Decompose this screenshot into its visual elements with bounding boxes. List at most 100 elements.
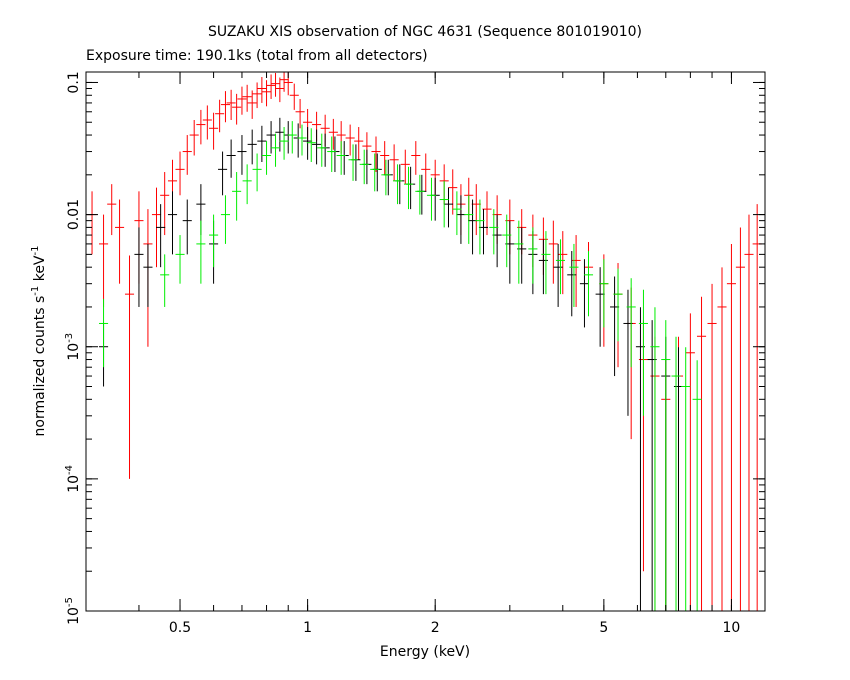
y-axis-label-part-1: normalized counts s [32,296,48,437]
y-tick-exponent: -4 [64,465,75,475]
data-point [270,72,281,97]
data-point [232,93,242,125]
data-point [599,259,609,328]
data-point [558,231,568,295]
data-point [583,251,594,317]
data-point [237,135,247,175]
y-tick-label: 10-3 [64,333,82,361]
y-axis-label-sup-2: -1 [30,246,41,256]
data-point [613,268,623,342]
data-point [257,76,267,103]
data-layer [87,72,762,611]
data-point [354,127,364,160]
data-point [548,220,558,284]
data-point [261,141,272,175]
data-point [242,84,252,112]
data-point [252,153,262,192]
data-point [293,123,303,158]
data-point [400,149,410,185]
data-point [502,214,512,268]
x-axis-label: Energy (keV) [380,644,470,660]
data-point [415,174,425,215]
data-point [430,177,440,221]
data-point [406,166,416,210]
data-point [681,347,691,611]
data-point [289,83,299,110]
data-point [359,149,369,185]
data-point [270,133,281,167]
y-tick-base: 10 [66,607,82,625]
data-point [638,289,648,416]
y-tick-label: 0.01 [66,199,82,230]
data-point [261,80,272,107]
data-point [279,127,289,160]
y-tick-base: 10 [66,343,82,361]
data-point [555,239,566,295]
data-point [650,307,660,611]
data-point [327,136,337,173]
data-point [189,119,199,156]
data-point [392,164,403,205]
y-axis-label: normalized counts s-1 keV-1 [30,246,48,437]
data-point [266,74,276,99]
data-point [345,124,355,156]
data-point [696,296,707,611]
x-tick-label: 10 [723,620,741,636]
data-point [237,86,247,115]
data-point [87,191,97,255]
data-point [426,177,437,221]
data-point [336,141,346,175]
data-point [317,133,327,167]
data-point [752,204,762,611]
y-tick-label: 10-4 [64,465,82,493]
y-tick-label: 10-5 [64,597,82,625]
data-point [160,172,170,236]
series-2 [98,117,684,611]
data-point [514,220,524,284]
data-point [475,199,485,255]
data-point [744,214,754,611]
data-point [275,77,285,103]
data-point [196,109,206,145]
data-point [707,283,717,611]
plot-frame [85,71,766,612]
data-point [567,251,577,317]
y-tick-label: 0.1 [66,71,82,93]
data-point [167,191,178,255]
data-point [196,220,206,284]
data-point [232,172,242,221]
chart-title: SUZAKU XIS observation of NGC 4631 (Sequ… [208,24,642,40]
data-point [306,128,316,163]
data-point [417,174,427,215]
data-point [528,227,538,284]
data-point [220,195,231,244]
data-point [209,112,219,150]
data-point [275,117,285,152]
data-point [443,187,454,228]
series-3 [98,121,702,611]
data-point [134,227,144,307]
data-point [295,98,305,129]
data-point [209,214,219,268]
data-point [115,199,125,284]
data-point [124,255,135,479]
data-point [381,159,391,196]
data-point [328,118,338,150]
data-point [252,82,262,109]
data-point [448,169,458,215]
data-point [395,164,405,205]
data-point [471,184,481,236]
data-point [569,243,579,307]
chart-subtitle: Exposure time: 190.1ks (total from all d… [86,48,428,64]
data-point [283,121,293,154]
data-point [692,360,702,611]
data-point [726,244,736,611]
data-point [202,105,212,140]
data-point [661,320,671,611]
data-point [370,153,380,192]
data-point [218,151,228,196]
data-point [389,144,399,181]
y-tick-exponent: -3 [64,333,75,343]
data-point [685,313,695,611]
